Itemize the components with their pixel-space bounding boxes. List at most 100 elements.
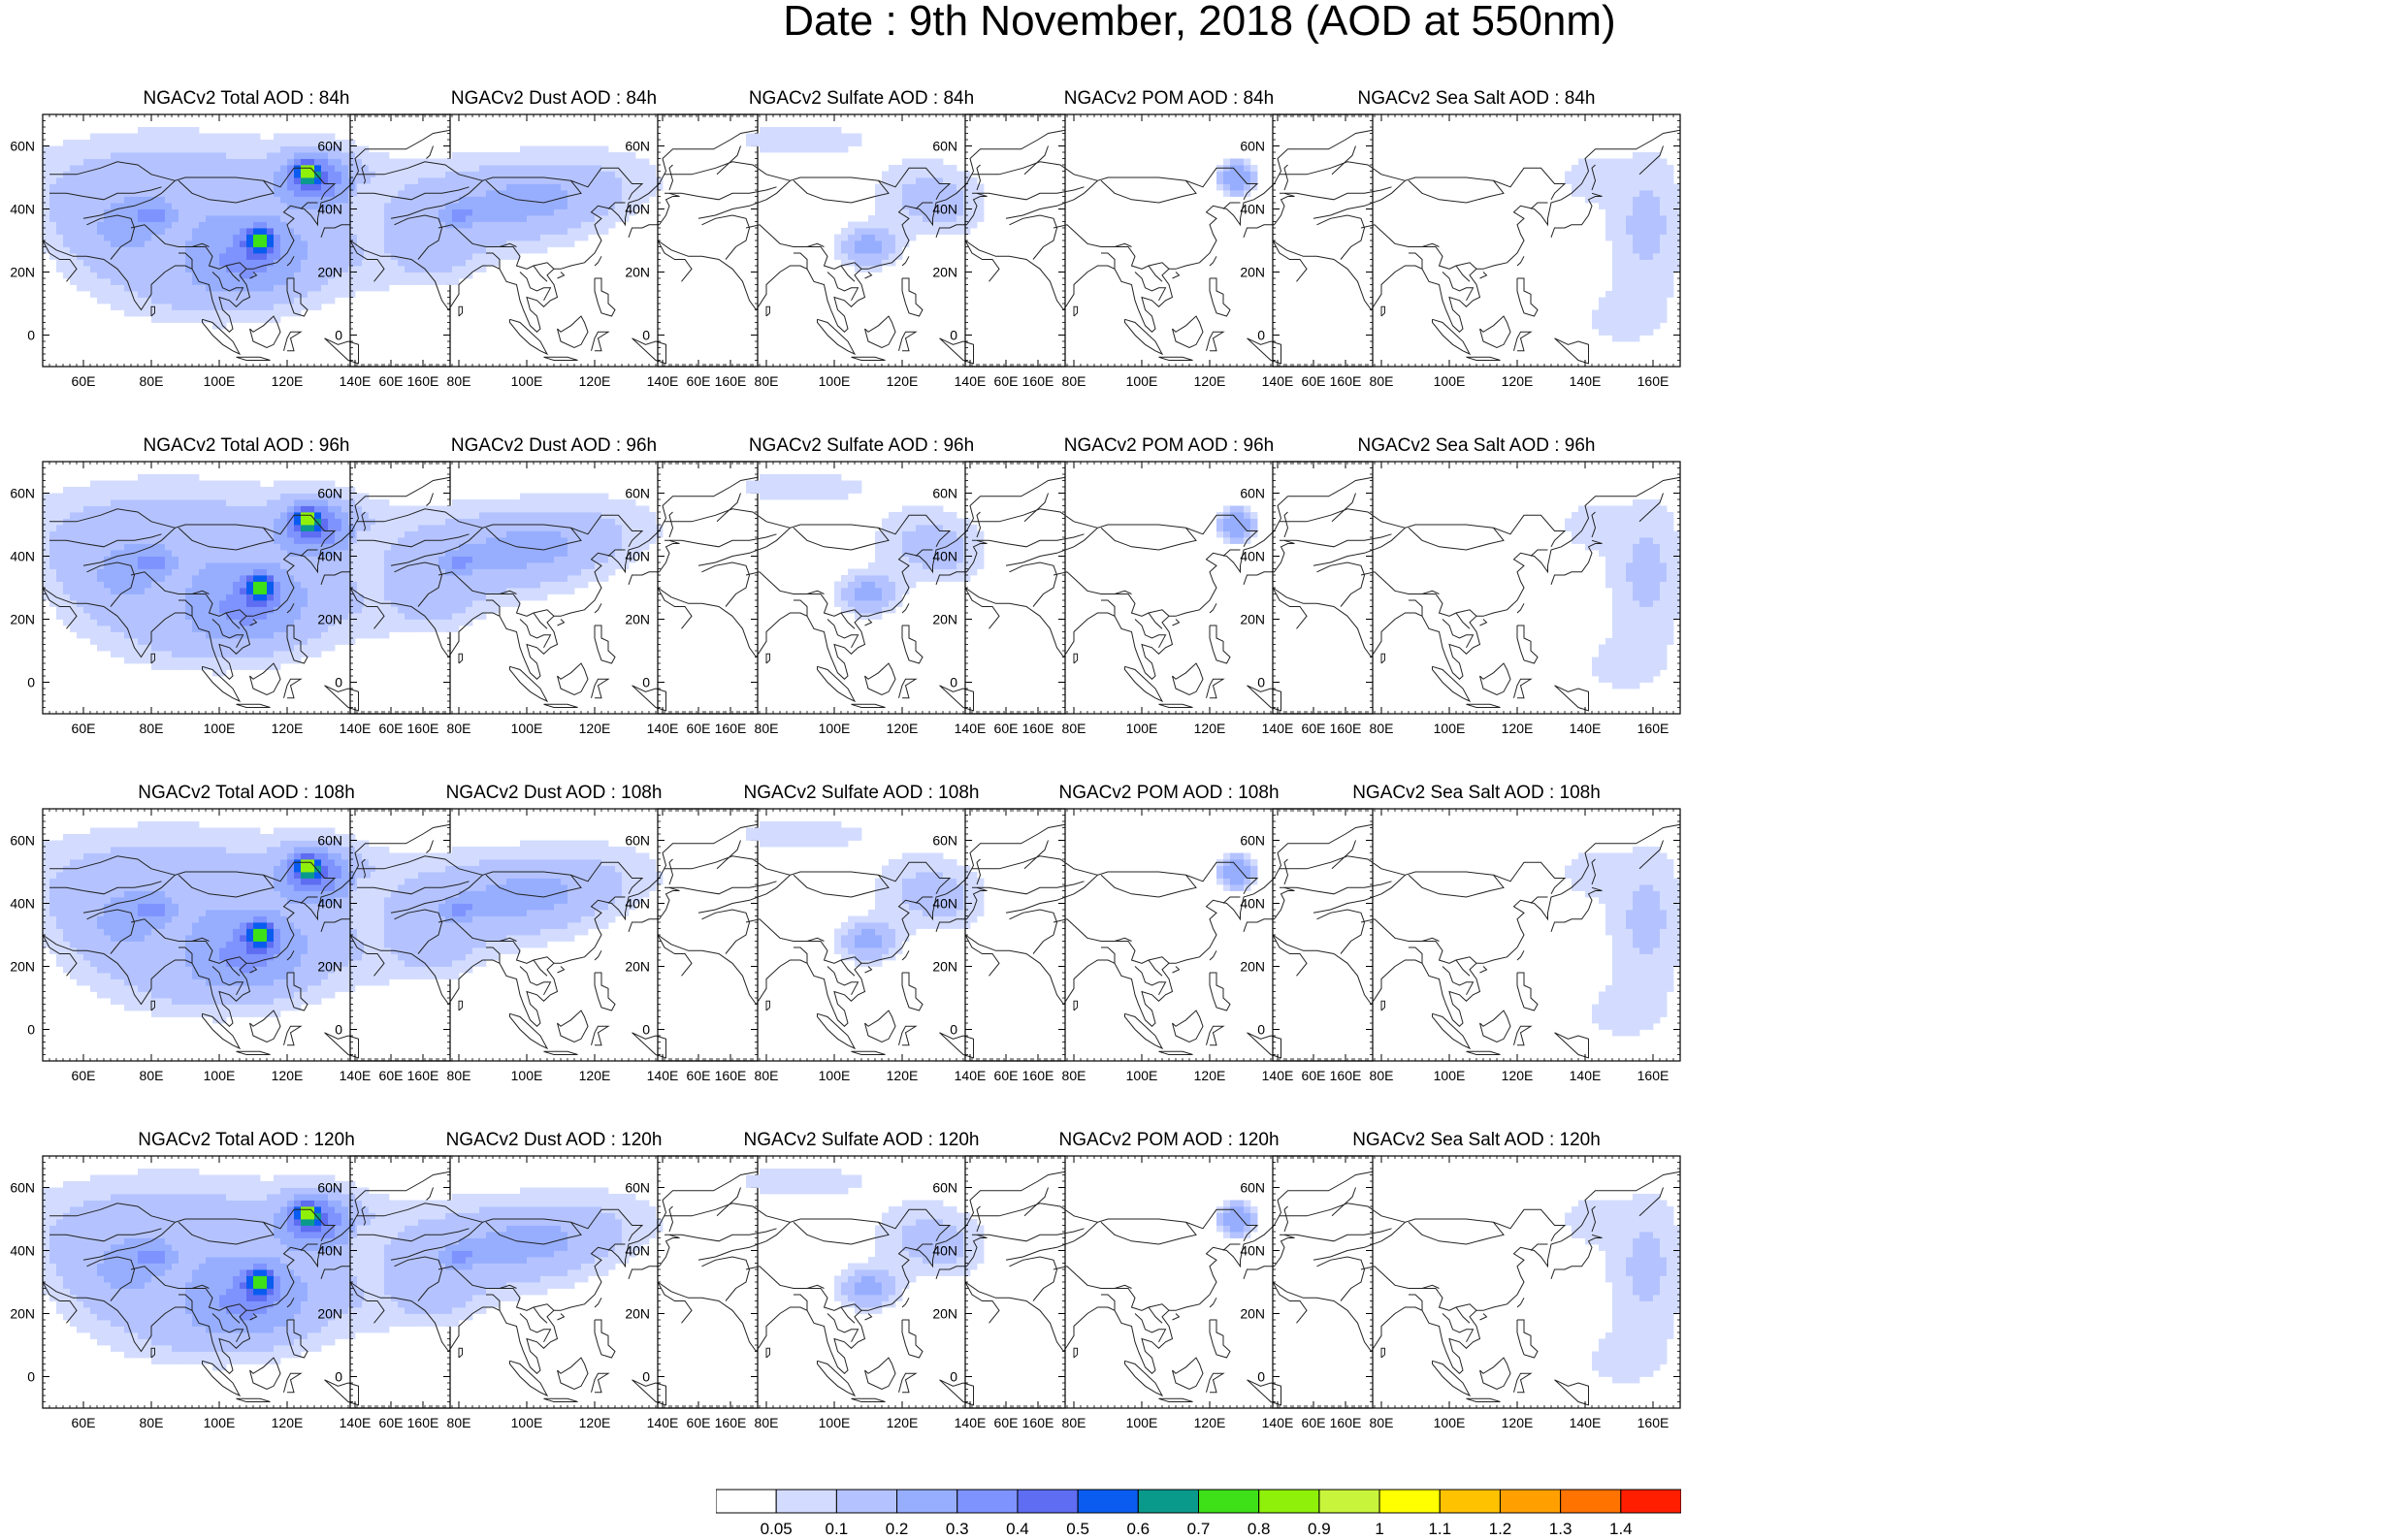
lat-tick-label: 60N	[932, 486, 957, 501]
lon-tick-label: 100E	[1126, 721, 1158, 736]
lon-tick-label: 140E	[955, 1415, 987, 1430]
coastlines	[1272, 476, 1681, 712]
map-plot: 60E 80E 100E 120E 140E 160E 60N 40N 20N 0	[1240, 461, 1681, 736]
aod-field	[1565, 152, 1681, 342]
lat-tick-label: 0	[950, 1022, 957, 1038]
lat-tick-label: 60N	[1240, 1180, 1265, 1196]
lon-tick-label: 140E	[340, 373, 372, 389]
lon-tick-label: 120E	[887, 1415, 919, 1430]
lat-tick-label: 40N	[625, 549, 650, 564]
aod-field	[350, 1187, 664, 1327]
lon-tick-label: 140E	[1262, 373, 1294, 389]
colorbar-label: 1.4	[1609, 1520, 1633, 1537]
coastlines	[964, 1171, 1374, 1406]
colorbar-label: 0.5	[1066, 1520, 1089, 1537]
lon-tick-label: 60E	[379, 1068, 404, 1083]
lon-tick-label: 80E	[1370, 1068, 1394, 1083]
lon-tick-label: 60E	[994, 373, 1019, 389]
lon-tick-label: 60E	[687, 1068, 711, 1083]
lat-tick-label: 0	[950, 1369, 957, 1385]
lat-tick-label: 20N	[932, 959, 957, 975]
lon-tick-label: 120E	[1194, 373, 1226, 389]
lon-tick-label: 100E	[511, 721, 543, 736]
lat-tick-label: 20N	[317, 1306, 342, 1322]
lon-tick-label: 120E	[272, 721, 304, 736]
colorbar-label: 0.2	[886, 1520, 909, 1537]
colorbar-label: 1.1	[1428, 1520, 1451, 1537]
lon-tick-label: 100E	[511, 1068, 543, 1083]
coastlines	[42, 1171, 451, 1406]
lon-tick-label: 160E	[407, 721, 439, 736]
panel-title: NGACv2 POM AOD : 96h	[1063, 435, 1275, 456]
lat-tick-label: 20N	[10, 1306, 35, 1322]
lon-tick-label: 120E	[1194, 1415, 1226, 1430]
lon-tick-label: 160E	[1330, 1068, 1362, 1083]
lon-tick-label: 140E	[647, 1068, 679, 1083]
map-plot: 60E 80E 100E 120E 140E 160E 60N 40N 20N 0	[1240, 808, 1681, 1083]
lat-tick-label: 20N	[317, 959, 342, 975]
lon-tick-label: 160E	[1330, 373, 1362, 389]
lon-tick-label: 140E	[955, 373, 987, 389]
map-panel-dust-96h: NGACv2 Dust AOD : 96h 60E 80E 100E 120E 140E 1…	[317, 436, 759, 795]
panel-title: NGACv2 Dust AOD : 120h	[445, 1130, 663, 1150]
colorbar-box	[1439, 1489, 1501, 1514]
aod-field	[746, 474, 985, 620]
lon-tick-label: 140E	[340, 1068, 372, 1083]
map-panel-pom-84h: NGACv2 POM AOD : 84h 60E 80E 100E 120E 140E 16…	[932, 89, 1374, 448]
lat-tick-label: 0	[27, 675, 35, 690]
lat-tick-label: 40N	[932, 896, 957, 912]
colorbar-label: 1.2	[1489, 1520, 1512, 1537]
lon-tick-label: 60E	[72, 721, 96, 736]
lat-tick-label: 40N	[10, 896, 35, 912]
aod-field	[1565, 499, 1681, 690]
lat-tick-label: 20N	[625, 265, 650, 280]
panel-title: NGACv2 Total AOD : 84h	[143, 88, 350, 109]
lon-tick-label: 80E	[140, 1415, 164, 1430]
coastlines	[349, 1171, 759, 1406]
lon-tick-label: 80E	[1370, 1415, 1394, 1430]
coastlines	[657, 129, 1066, 365]
lon-tick-label: 100E	[819, 1415, 851, 1430]
lat-tick-label: 0	[642, 1022, 650, 1038]
map-panel-sulfate-108h: NGACv2 Sulfate AOD : 108h 60E 80E 100E 120E 1…	[625, 784, 1066, 1142]
lon-tick-label: 100E	[1126, 1068, 1158, 1083]
aod-field	[1216, 158, 1258, 197]
map-plot: 60E 80E 100E 120E 140E 160E 60N 40N 20N 0	[317, 808, 759, 1083]
lon-tick-label: 80E	[447, 1415, 471, 1430]
colorbar-box	[1017, 1489, 1079, 1514]
map-plot: 60E 80E 100E 120E 140E 160E 60N 40N 20N 0	[625, 113, 1066, 389]
map-plot: 60E 80E 100E 120E 140E 160E 60N 40N 20N 0	[1240, 1155, 1681, 1430]
lon-tick-label: 80E	[755, 1415, 779, 1430]
lon-tick-label: 140E	[340, 1415, 372, 1430]
colorbar-box	[1378, 1489, 1441, 1514]
lat-tick-label: 60N	[1240, 833, 1265, 849]
lat-tick-label: 60N	[1240, 486, 1265, 501]
colorbar-box	[1198, 1489, 1260, 1514]
map-plot: 60E 80E 100E 120E 140E 160E 60N 40N 20N 0	[317, 113, 759, 389]
lon-tick-label: 140E	[955, 1068, 987, 1083]
map-plot: 60E 80E 100E 120E 140E 160E 60N 40N 20N 0	[932, 461, 1374, 736]
coastlines	[1272, 129, 1681, 365]
lat-tick-label: 20N	[625, 959, 650, 975]
lon-tick-label: 100E	[819, 1068, 851, 1083]
lat-tick-label: 40N	[317, 1243, 342, 1259]
lat-tick-label: 0	[335, 1022, 342, 1038]
lon-tick-label: 140E	[955, 721, 987, 736]
lat-tick-label: 0	[642, 675, 650, 690]
lat-tick-label: 40N	[932, 1243, 957, 1259]
lon-tick-label: 80E	[755, 373, 779, 389]
coastlines	[349, 476, 759, 712]
panel-title: NGACv2 Sea Salt AOD : 84h	[1357, 88, 1596, 109]
lat-tick-label: 0	[27, 1022, 35, 1038]
map-plot: 60E 80E 100E 120E 140E 160E 60N 40N 20N 0	[317, 1155, 759, 1430]
lon-tick-label: 120E	[272, 373, 304, 389]
lon-tick-label: 140E	[1262, 1415, 1294, 1430]
lat-tick-label: 40N	[1240, 896, 1265, 912]
lon-tick-label: 140E	[1262, 1068, 1294, 1083]
lon-tick-label: 80E	[1062, 721, 1086, 736]
colorbar-label: 0.1	[826, 1520, 849, 1537]
lon-tick-label: 160E	[1330, 721, 1362, 736]
map-plot: 60E 80E 100E 120E 140E 160E 60N 40N 20N 0	[625, 1155, 1066, 1430]
lat-tick-label: 0	[335, 1369, 342, 1385]
lat-tick-label: 20N	[10, 959, 35, 975]
